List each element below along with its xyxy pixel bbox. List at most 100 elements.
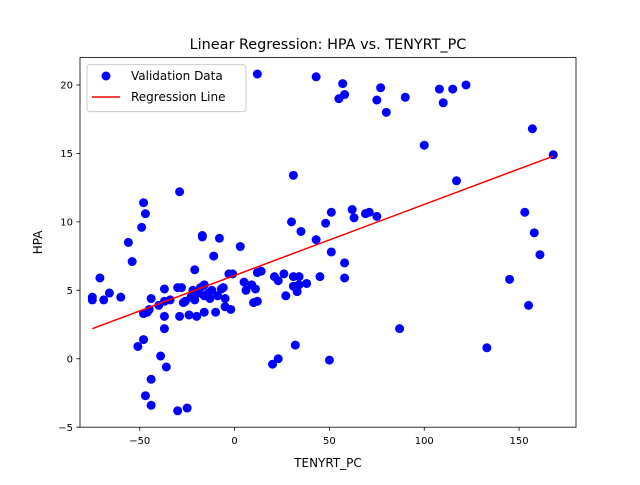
data-point (294, 272, 304, 282)
data-point (161, 362, 171, 372)
data-point (175, 311, 185, 321)
data-point (133, 341, 143, 351)
data-point (228, 269, 238, 279)
y-axis-ticks: −5 0 5 10 15 20 (58, 81, 80, 434)
x-tick-label: 100 (415, 436, 434, 447)
data-point (252, 69, 262, 79)
data-point (315, 272, 325, 282)
data-point (372, 211, 382, 221)
y-tick-label: 20 (60, 81, 73, 92)
data-point (292, 287, 302, 297)
data-point (139, 198, 149, 208)
data-point (296, 226, 306, 236)
data-point (175, 187, 185, 197)
data-point (211, 307, 221, 317)
data-marks (87, 69, 558, 416)
data-point (400, 92, 410, 102)
chart-title: Linear Regression: HPA vs. TENYRT_PC (190, 37, 467, 53)
data-point (87, 295, 97, 305)
data-point (235, 242, 245, 252)
data-point (340, 90, 350, 100)
plot-area-background (80, 57, 576, 428)
data-point (159, 284, 169, 294)
data-point (376, 83, 386, 93)
data-point (199, 307, 209, 317)
x-tick-label: 150 (510, 436, 529, 447)
data-point (294, 280, 304, 290)
data-point (95, 273, 105, 283)
data-point (159, 311, 169, 321)
data-point (288, 170, 298, 180)
data-point (256, 266, 266, 276)
data-point (190, 265, 200, 275)
data-point (286, 217, 296, 227)
y-tick-label: 10 (60, 217, 73, 228)
data-point (140, 391, 150, 401)
data-point (520, 207, 530, 217)
data-point (434, 84, 444, 94)
data-point (527, 124, 537, 134)
data-point (302, 278, 312, 288)
data-point (176, 283, 186, 293)
x-axis-label: TENYRT_PC (293, 456, 362, 470)
data-point (268, 359, 278, 369)
data-point (364, 207, 374, 217)
data-point (419, 140, 429, 150)
data-point (116, 292, 126, 302)
data-point (146, 400, 156, 410)
data-point (281, 291, 291, 301)
data-point (250, 284, 260, 294)
data-point (182, 403, 192, 413)
data-point (326, 247, 336, 257)
data-point (273, 276, 283, 286)
data-point (140, 209, 150, 219)
data-point (213, 291, 223, 301)
data-point (290, 340, 300, 350)
data-point (156, 351, 166, 361)
x-tick-label: 50 (323, 436, 336, 447)
data-point (190, 295, 200, 305)
y-tick-label: 5 (67, 286, 73, 297)
data-point (347, 205, 357, 215)
data-point (448, 84, 458, 94)
data-point (139, 335, 149, 345)
data-point (349, 213, 359, 223)
x-tick-label: −50 (129, 436, 150, 447)
x-tick-label: 0 (231, 436, 237, 447)
data-point (438, 98, 448, 108)
data-point (326, 207, 336, 217)
data-point (127, 257, 137, 267)
data-point (226, 304, 236, 314)
data-point (173, 406, 183, 416)
data-point (218, 283, 228, 293)
data-point (137, 222, 147, 232)
data-point (535, 250, 545, 260)
data-point (381, 107, 391, 117)
data-point (184, 310, 194, 320)
legend-label-regression-line: Regression Line (131, 90, 225, 104)
y-tick-label: −5 (58, 423, 73, 434)
data-point (338, 79, 348, 89)
y-tick-label: 15 (60, 149, 73, 160)
data-point (311, 72, 321, 82)
data-point (452, 176, 461, 186)
data-point (159, 324, 169, 334)
data-point (192, 311, 202, 321)
data-point (207, 285, 217, 295)
data-point (146, 294, 156, 304)
data-point (241, 285, 251, 295)
data-point (529, 228, 539, 238)
data-point (395, 324, 405, 334)
data-point (482, 343, 492, 353)
data-point (273, 354, 283, 364)
legend-marker-validation-data (101, 71, 111, 81)
data-point (209, 251, 219, 261)
data-point (197, 231, 207, 241)
data-point (505, 274, 515, 284)
y-axis-label: HPA (31, 230, 45, 254)
data-point (123, 237, 133, 247)
data-point (205, 294, 215, 304)
regression-line (92, 155, 554, 330)
